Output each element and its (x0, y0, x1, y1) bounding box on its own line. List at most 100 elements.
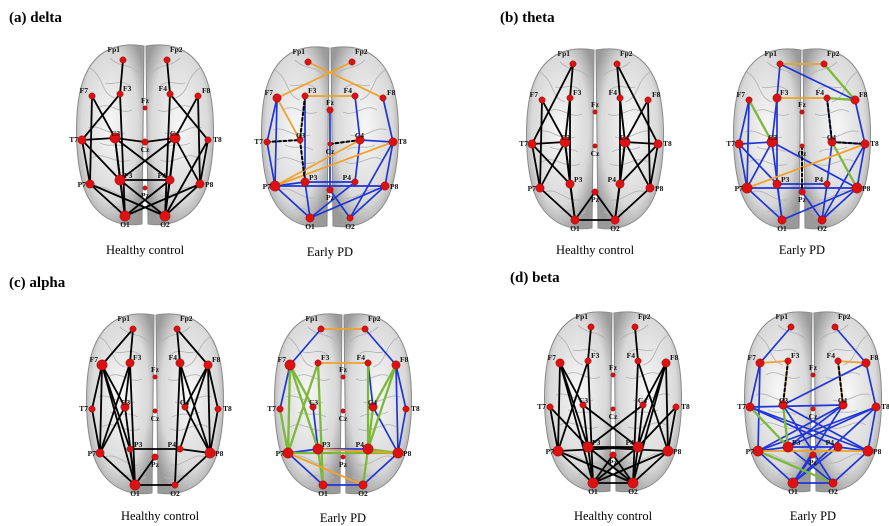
edge-orange-P7-T8 (746, 143, 866, 189)
edge-blue-P4-O1 (792, 446, 839, 484)
edge-green-F4-F8 (825, 96, 857, 102)
edge-blue-T8-P3 (787, 406, 877, 448)
edge-healthy-C4-P3 (119, 137, 176, 181)
electrode-node-Fz (326, 106, 334, 114)
edge-green-F7-C3 (288, 363, 315, 409)
electrode-node-O1 (305, 213, 315, 223)
electrode-label-T7: T7 (726, 139, 735, 148)
electrode-node-O2 (358, 480, 368, 490)
edge-healthy-Fp2-F4 (176, 328, 181, 364)
electrode-label-F4: F4 (169, 353, 178, 362)
edge-healthy-Fp2-F4 (634, 326, 639, 362)
electrode-label-C3: C3 (309, 398, 318, 407)
electrode-label-C4: C4 (827, 133, 836, 142)
edge-healthy-T8-O2 (164, 139, 209, 217)
electrode-node-F8 (661, 358, 671, 368)
electrode-node-P8 (204, 447, 216, 459)
edge-healthy-P8-O1 (124, 183, 201, 217)
electrode-node-F3 (125, 358, 135, 368)
edge-blue-F8-T8 (865, 362, 877, 408)
gyri-texture (537, 61, 653, 214)
brain-right-hemisphere (595, 48, 664, 230)
electrode-label-P7: P7 (263, 182, 272, 191)
electrode-node-O1 (787, 477, 799, 489)
electrode-label-P3: P3 (781, 175, 790, 184)
brain-right-hemisphere (613, 311, 682, 493)
edge-healthy-F8-C4 (624, 99, 649, 143)
edge-green-T7-P7 (278, 407, 290, 455)
electrode-node-Fp2 (631, 323, 639, 331)
electrode-node-O2 (171, 481, 179, 489)
edge-healthy-Fp1-F3 (119, 59, 124, 95)
electrode-label-F3: F3 (133, 353, 142, 362)
electrode-label-Fp1: Fp1 (117, 314, 130, 323)
electrode-label-Pz: Pz (591, 195, 600, 204)
electrode-node-P4 (351, 178, 359, 186)
edge-healthy-F7-C3 (101, 364, 126, 408)
electrode-node-F3 (584, 357, 592, 365)
electrode-label-P8: P8 (403, 449, 412, 458)
edge-dashed-F3-C3 (299, 95, 306, 141)
electrode-node-Pz (798, 188, 806, 196)
electrode-node-Cz (799, 143, 805, 149)
electrode-node-C4 (827, 137, 837, 147)
electrode-label-F7: F7 (548, 353, 557, 362)
electrode-label-O2: O2 (358, 489, 368, 498)
electrode-label-Fp1: Fp1 (107, 45, 120, 54)
edge-healthy-P3-O2 (587, 446, 634, 484)
electrode-label-C4: C4 (180, 398, 189, 407)
electrode-node-P4 (176, 445, 184, 453)
panel-title-theta: (b) theta (500, 10, 555, 26)
electrode-node-C4 (639, 401, 647, 409)
edge-green-C4-P4 (366, 405, 375, 451)
electrode-node-Fp2 (173, 325, 181, 333)
edge-blue-P7-O1 (287, 452, 324, 486)
edge-orange-F7-F3 (759, 360, 789, 364)
electrode-label-T8: T8 (411, 404, 420, 413)
electrode-node-Fp2 (361, 325, 369, 333)
edge-healthy-T7-C3 (81, 137, 116, 141)
electrode-node-P4 (615, 179, 625, 189)
electrode-node-O2 (159, 210, 171, 222)
electrode-label-F3: F3 (123, 84, 132, 93)
edge-healthy-T8-P8 (199, 139, 209, 185)
edge-healthy-F4-O2 (174, 362, 181, 486)
electrode-node-F3 (772, 93, 782, 103)
edge-green-P7-O2 (756, 449, 835, 485)
electrode-node-P7 (269, 180, 281, 192)
electrode-node-F7 (555, 358, 565, 368)
edge-healthy-T7-C3 (531, 141, 566, 145)
electrode-label-Fp1: Fp1 (764, 49, 777, 58)
edge-blue-Fp1-F3 (776, 63, 781, 99)
edge-healthy-P4-O2 (614, 183, 621, 221)
electrode-label-C3: C3 (296, 131, 305, 140)
electrode-label-Pz: Pz (326, 193, 335, 202)
electrode-node-T7 (745, 402, 755, 412)
edge-healthy-F3-O1 (129, 362, 136, 486)
edge-green-F3-P7 (286, 361, 320, 455)
edge-healthy-P4-O1 (124, 179, 171, 217)
edge-healthy-Fp1-T7 (531, 63, 574, 145)
edge-blue-P8-O2 (832, 450, 869, 484)
edge-healthy-C4-P3 (587, 404, 644, 448)
edge-healthy-T8-P8 (209, 408, 219, 454)
electrode-label-Fp2: Fp2 (827, 49, 840, 58)
edge-healthy-F4-C4 (179, 362, 186, 408)
electrode-label-Cz: Cz (326, 147, 335, 156)
edge-blue-T8-O2 (349, 141, 394, 219)
edge-orange-P7-C4 (274, 139, 361, 187)
electrode-label-P3: P3 (322, 440, 331, 449)
electrode-node-T7 (734, 139, 744, 149)
electrode-node-Pz (809, 451, 817, 459)
electrode-node-Fp1 (317, 325, 325, 333)
electrode-label-O1: O1 (588, 487, 598, 496)
electrode-node-O1 (587, 477, 599, 489)
electrode-label-C4: C4 (838, 396, 847, 405)
electrode-node-T7 (77, 135, 87, 145)
electrode-label-F4: F4 (816, 88, 825, 97)
electrode-label-Fz: Fz (809, 363, 818, 372)
electrode-label-C4: C4 (638, 396, 647, 405)
caption-alpha-early-pd: Early PD (319, 511, 367, 525)
electrode-node-P8 (645, 183, 655, 193)
electrode-label-T7: T7 (519, 139, 528, 148)
